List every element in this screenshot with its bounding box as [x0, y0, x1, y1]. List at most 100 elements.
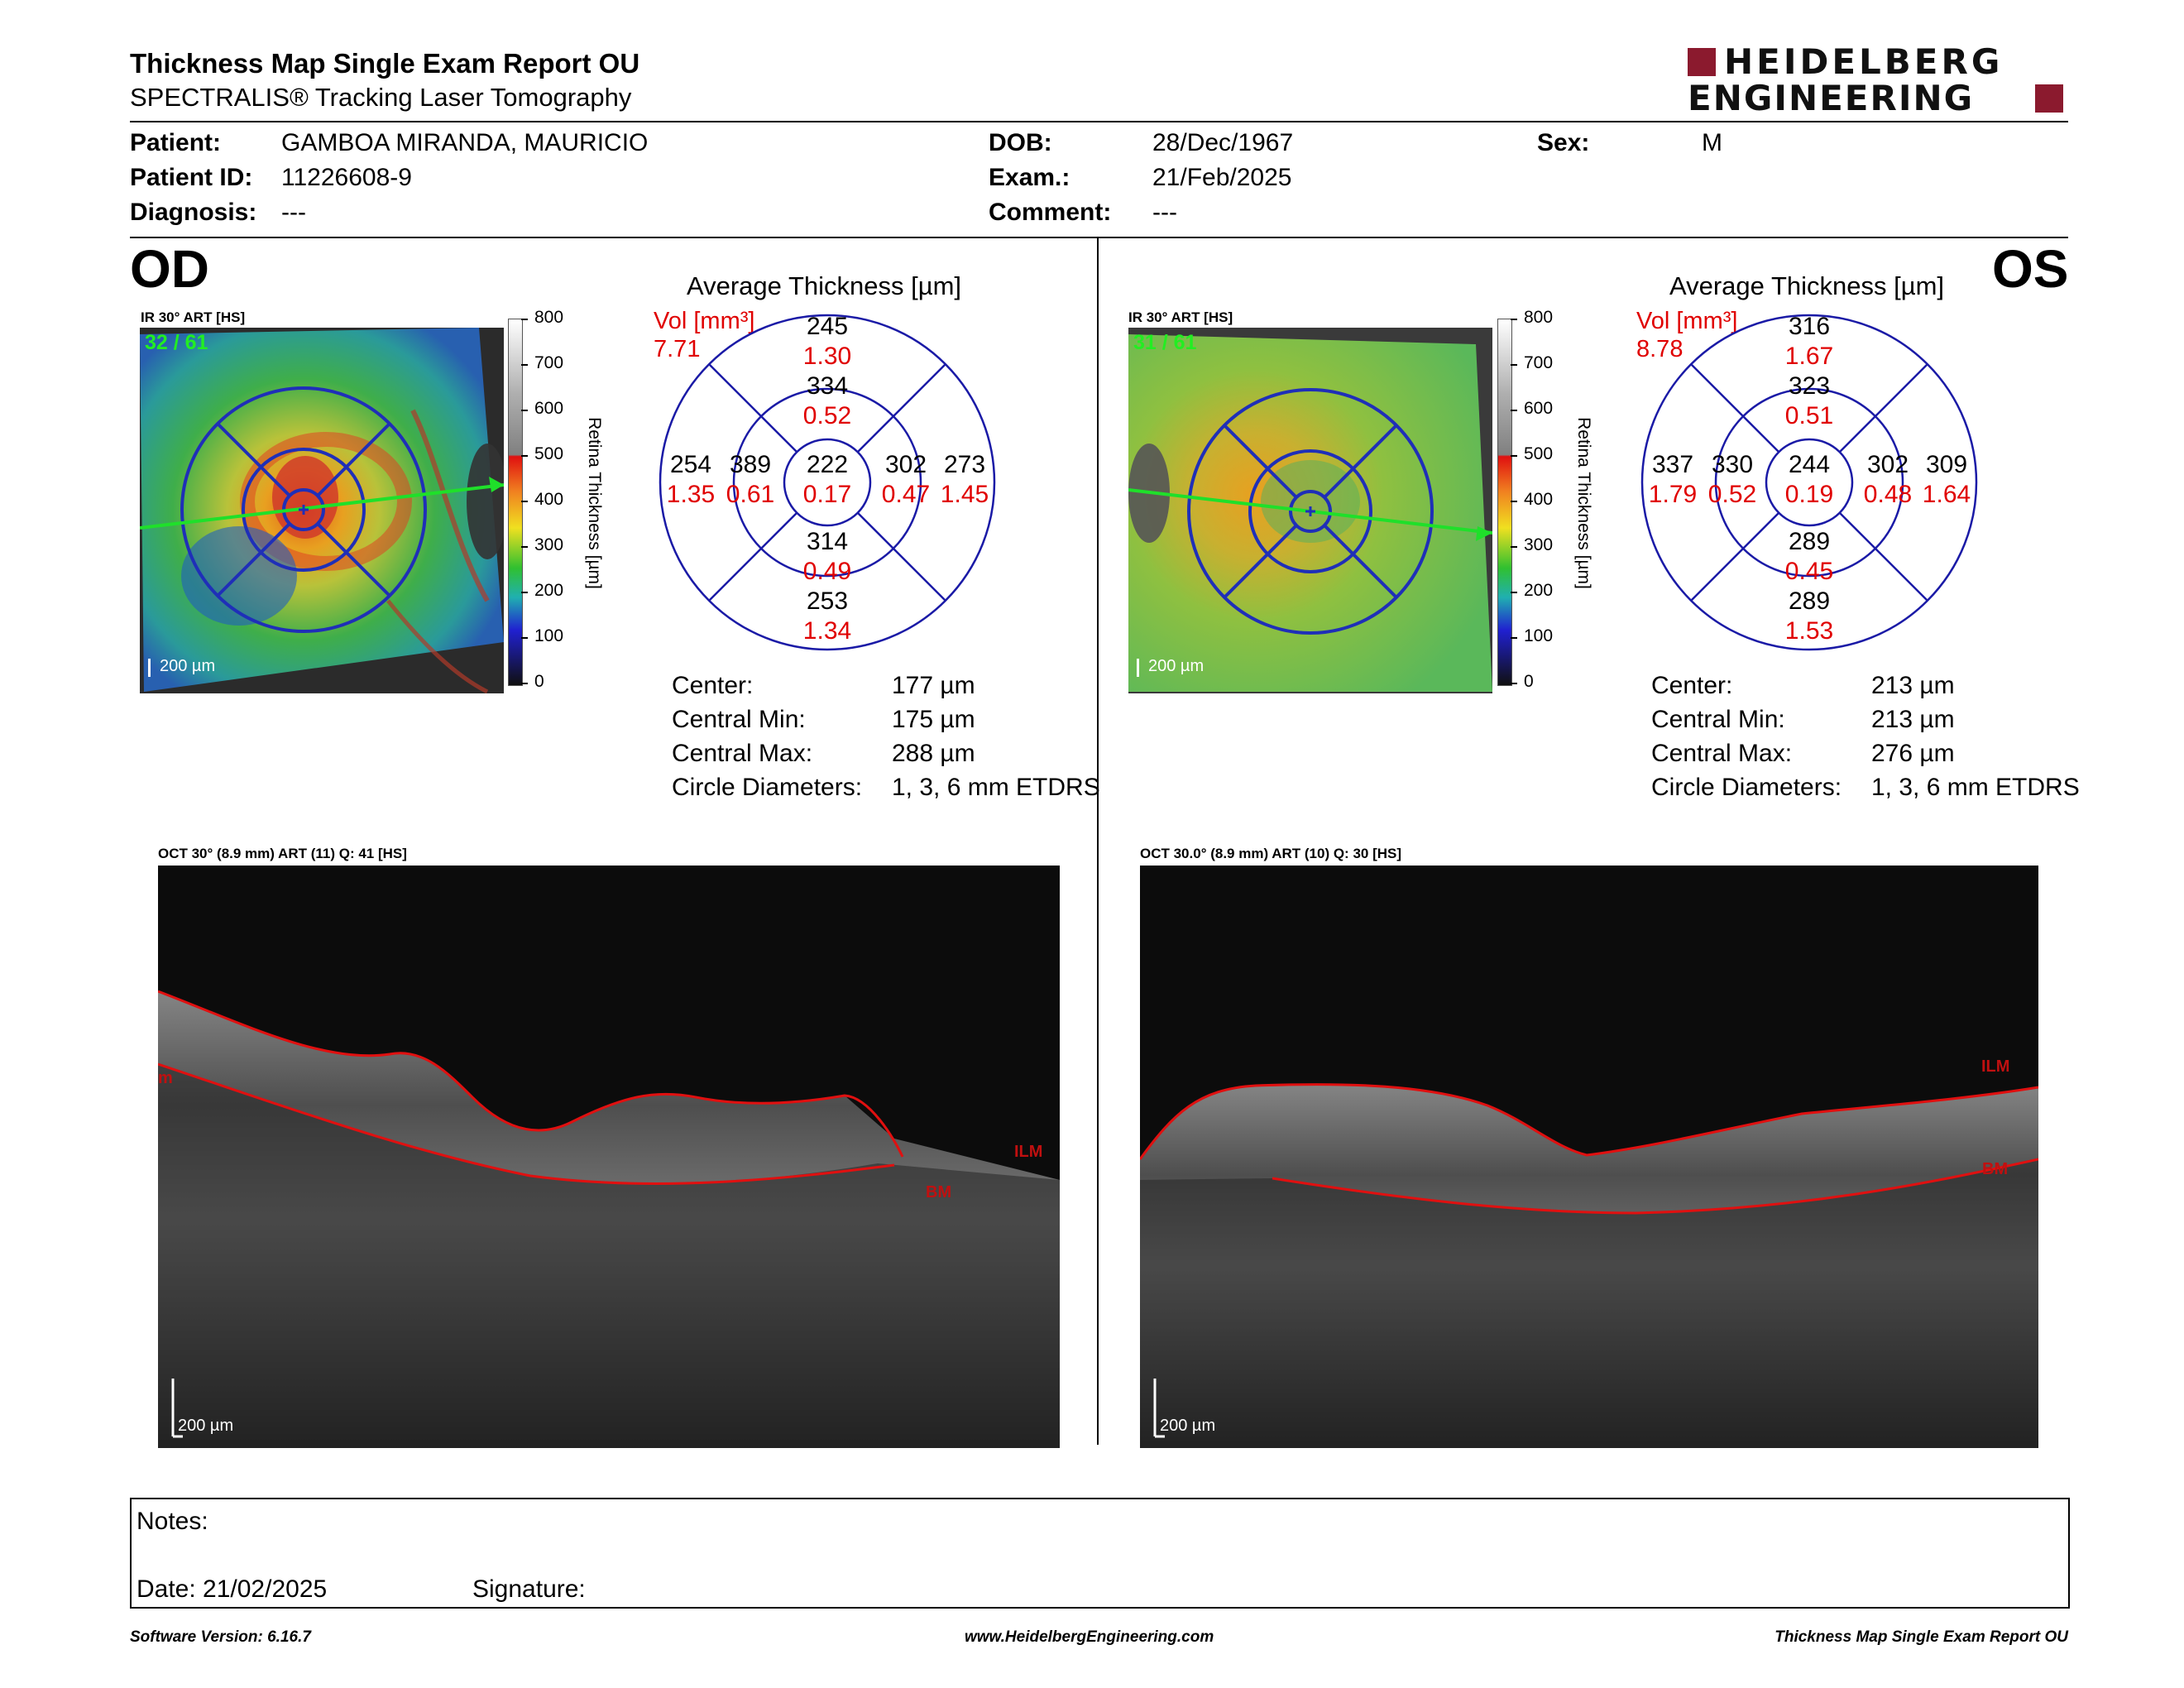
od-inf-inner-vol: 0.49	[802, 558, 852, 585]
od-tick-700: 700	[534, 353, 564, 372]
os-avg-title: Average Thickness [µm]	[1669, 271, 1945, 300]
os-tick-700: 700	[1524, 353, 1554, 372]
os-nasal-inner-vol: 0.48	[1863, 481, 1913, 508]
od-center-value: 177 µm	[892, 672, 975, 699]
os-center: 244	[1788, 451, 1831, 478]
od-map-scale: 200 µm	[160, 657, 216, 675]
os-bm-label: BM	[1982, 1160, 2009, 1178]
od-sup-inner-vol: 0.52	[802, 402, 852, 429]
os-min-label: Central Min:	[1651, 706, 1785, 733]
od-min-label: Central Min:	[672, 706, 806, 733]
dob-label: DOB:	[989, 129, 1052, 156]
os-center-label: Center:	[1651, 672, 1733, 699]
sex-label: Sex:	[1537, 129, 1590, 156]
os-inf-inner: 289	[1788, 528, 1831, 555]
od-colorbar-label: Retina Thickness [µm]	[585, 417, 604, 589]
od-min-value: 175 µm	[892, 706, 975, 733]
od-oct-label: OCT 30° (8.9 mm) ART (11) Q: 41 [HS]	[158, 846, 407, 861]
comment-label: Comment:	[989, 199, 1112, 226]
exam-label: Exam.:	[989, 164, 1070, 191]
os-label: OS	[1992, 239, 2069, 299]
od-tick-800: 800	[534, 308, 564, 327]
patient-name: GAMBOA MIRANDA, MAURICIO	[281, 129, 649, 156]
od-ilm-label: ILM	[1014, 1143, 1043, 1161]
os-tick-200: 200	[1524, 581, 1554, 600]
od-inf-outer-vol: 1.34	[802, 617, 852, 645]
os-tick-300: 300	[1524, 535, 1554, 554]
od-label: OD	[130, 239, 209, 299]
eye-divider	[1097, 238, 1099, 1445]
logo-line1: HEIDELBERG	[1724, 41, 2004, 82]
od-inf-inner: 314	[806, 528, 849, 555]
patient-id: 11226608-9	[281, 164, 412, 191]
od-oct-scale: 200 µm	[178, 1417, 234, 1435]
patient-id-label: Patient ID:	[130, 164, 253, 191]
od-frame-counter: 32 / 61	[145, 331, 208, 354]
od-sup-outer: 245	[806, 313, 849, 340]
od-max-value: 288 µm	[892, 740, 975, 767]
os-vol-total: 8.78	[1636, 336, 1684, 362]
od-diam-value: 1, 3, 6 mm ETDRS	[892, 774, 1100, 801]
os-temp-inner-vol: 0.52	[1707, 481, 1757, 508]
sex-value: M	[1702, 129, 1722, 156]
footer-report-name: Thickness Map Single Exam Report OU	[1774, 1628, 2068, 1646]
os-sup-inner-vol: 0.51	[1784, 402, 1834, 429]
os-colorbar-label: Retina Thickness [µm]	[1574, 417, 1593, 589]
heidelberg-logo: HEIDELBERG ENGINEERING	[1688, 41, 2068, 118]
os-tick-500: 500	[1524, 444, 1554, 463]
date-label: Date: 21/02/2025	[136, 1575, 328, 1603]
od-nasal-inner-vol: 0.47	[881, 481, 931, 508]
od-oct-scan: m ILM BM 200 µm	[158, 866, 1060, 1448]
os-tick-0: 0	[1524, 672, 1534, 691]
os-etdrs-grid	[1640, 314, 1978, 651]
od-tick-200: 200	[534, 581, 564, 600]
od-temp-inner-vol: 0.61	[726, 481, 775, 508]
software-version: Software Version: 6.16.7	[130, 1628, 311, 1646]
os-ir-label: IR 30° ART [HS]	[1128, 309, 1233, 325]
od-max-label: Central Max:	[672, 740, 813, 767]
os-color-bar	[1497, 319, 1512, 686]
os-temp-outer: 337	[1651, 451, 1694, 478]
od-inf-outer: 253	[806, 587, 849, 615]
os-max-value: 276 µm	[1871, 740, 1955, 767]
od-vol-total: 7.71	[654, 336, 701, 362]
od-nasal-outer-vol: 1.45	[940, 481, 989, 508]
os-max-label: Central Max:	[1651, 740, 1793, 767]
od-tick-600: 600	[534, 399, 564, 418]
od-sup-inner: 334	[806, 372, 849, 400]
notes-label: Notes:	[136, 1508, 208, 1535]
od-ir-label: IR 30° ART [HS]	[141, 309, 246, 325]
os-sup-outer: 316	[1788, 313, 1831, 340]
os-thickness-map: 31 / 61 200 µm	[1128, 328, 1492, 693]
os-nasal-outer: 309	[1925, 451, 1968, 478]
od-vol-label: Vol [mm³]	[654, 308, 755, 334]
logo-line2: ENGINEERING	[1688, 78, 1975, 118]
os-tick-800: 800	[1524, 308, 1554, 327]
od-avg-title: Average Thickness [µm]	[687, 271, 962, 300]
od-tick-500: 500	[534, 444, 564, 463]
os-min-value: 213 µm	[1871, 706, 1955, 733]
exam-value: 21/Feb/2025	[1152, 164, 1292, 191]
os-tick-100: 100	[1524, 626, 1554, 645]
od-sup-outer-vol: 1.30	[802, 343, 852, 370]
os-tick-600: 600	[1524, 399, 1554, 418]
od-color-bar	[508, 319, 523, 686]
os-sup-outer-vol: 1.67	[1784, 343, 1834, 370]
os-center-value: 213 µm	[1871, 672, 1955, 699]
od-diam-label: Circle Diameters:	[672, 774, 863, 801]
website-link[interactable]: www.HeidelbergEngineering.com	[965, 1628, 1214, 1646]
os-ilm-label: ILM	[1981, 1057, 2010, 1076]
os-inf-inner-vol: 0.45	[1784, 558, 1834, 585]
od-edge-mark: m	[158, 1069, 173, 1087]
notes-box[interactable]: Notes: Date: 21/02/2025 Signature:	[130, 1498, 2070, 1609]
patient-label: Patient:	[130, 129, 222, 156]
os-oct-scale: 200 µm	[1160, 1417, 1216, 1435]
os-diam-label: Circle Diameters:	[1651, 774, 1842, 801]
os-temp-outer-vol: 1.79	[1648, 481, 1698, 508]
od-center-vol: 0.17	[802, 481, 852, 508]
os-oct-label: OCT 30.0° (8.9 mm) ART (10) Q: 30 [HS]	[1140, 846, 1402, 861]
od-tick-300: 300	[534, 535, 564, 554]
os-vol-label: Vol [mm³]	[1636, 308, 1738, 334]
comment-value: ---	[1152, 199, 1177, 226]
od-tick-400: 400	[534, 490, 564, 509]
